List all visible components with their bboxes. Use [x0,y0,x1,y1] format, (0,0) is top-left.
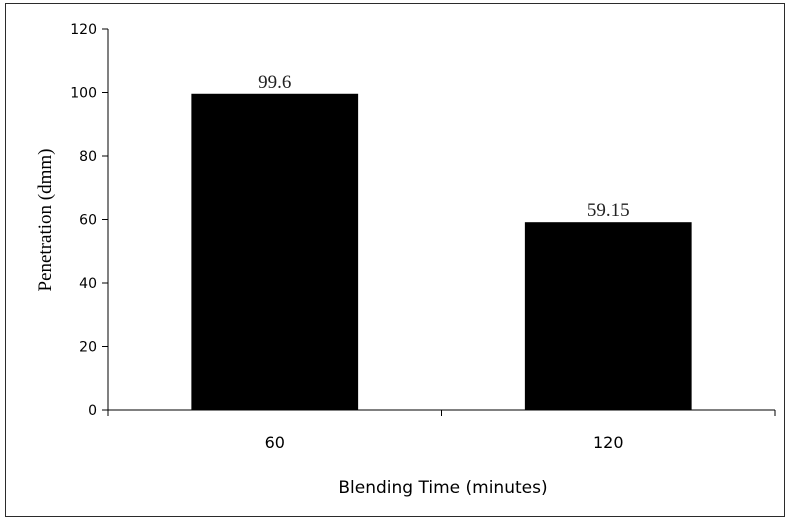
y-axis-title: Penetration (dmm) [35,149,56,292]
y-tick-label: 80 [79,149,97,165]
x-axis-title: Blending Time (minutes) [338,478,547,498]
data-label: 99.6 [258,72,291,93]
bar-120 [524,222,692,410]
bar-60 [191,93,359,411]
data-label: 59.15 [587,200,630,221]
y-tick-label: 40 [79,276,97,292]
y-tick-label: 120 [70,22,97,38]
x-tick-label: 60 [265,433,285,452]
y-tick-label: 60 [79,213,97,229]
x-tick-label: 120 [593,433,624,452]
y-tick-label: 100 [70,86,97,102]
y-tick-label: 0 [88,403,97,419]
y-tick-label: 20 [79,340,97,356]
plot-area: 0 20 40 60 80 100 120 99.6 60 59.15 120 [70,22,776,452]
